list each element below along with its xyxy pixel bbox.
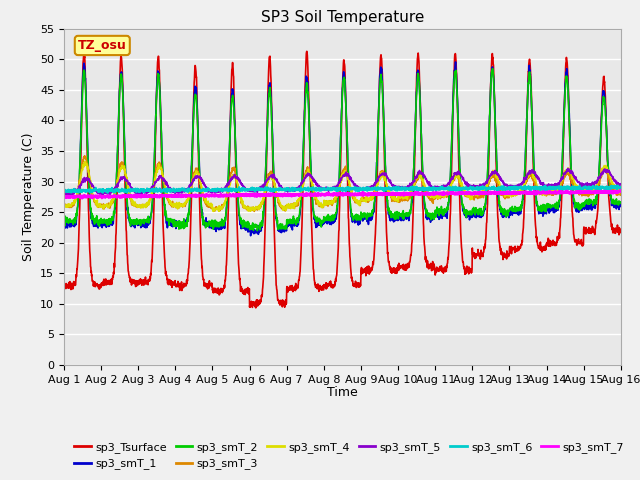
sp3_smT_6 bbox=[358, 186, 366, 192]
sp3_smT_2 bbox=[60, 219, 68, 225]
sp3_smT_1 bbox=[247, 233, 255, 239]
sp3_smT_5 bbox=[358, 186, 366, 192]
sp3_smT_5 bbox=[61, 192, 68, 198]
Title: SP3 Soil Temperature: SP3 Soil Temperature bbox=[260, 10, 424, 25]
sp3_smT_5 bbox=[564, 166, 572, 171]
sp3_smT_6 bbox=[504, 185, 512, 191]
sp3_smT_2 bbox=[253, 228, 261, 234]
sp3_smT_2 bbox=[358, 211, 366, 217]
sp3_smT_1 bbox=[584, 204, 591, 209]
sp3_Tsurface bbox=[568, 198, 575, 204]
sp3_smT_5 bbox=[584, 180, 591, 186]
sp3_Tsurface bbox=[303, 48, 310, 54]
sp3_smT_2 bbox=[489, 66, 497, 72]
sp3_smT_2 bbox=[215, 220, 223, 226]
sp3_smT_5 bbox=[216, 188, 223, 194]
sp3_smT_3 bbox=[216, 205, 223, 211]
sp3_smT_5 bbox=[504, 184, 512, 190]
sp3_smT_4 bbox=[371, 190, 379, 195]
sp3_smT_6 bbox=[104, 190, 111, 196]
sp3_smT_6 bbox=[617, 184, 625, 190]
sp3_smT_3 bbox=[371, 187, 379, 193]
sp3_smT_4 bbox=[504, 192, 512, 197]
sp3_smT_1 bbox=[617, 201, 625, 207]
sp3_smT_7 bbox=[617, 189, 625, 194]
sp3_smT_3 bbox=[81, 153, 88, 158]
sp3_smT_3 bbox=[617, 192, 625, 198]
sp3_Tsurface bbox=[584, 227, 591, 233]
sp3_smT_1 bbox=[358, 215, 366, 220]
sp3_smT_6 bbox=[568, 187, 575, 192]
sp3_smT_4 bbox=[584, 187, 591, 193]
sp3_smT_7 bbox=[216, 192, 223, 198]
sp3_smT_7 bbox=[60, 194, 68, 200]
sp3_smT_1 bbox=[215, 225, 223, 230]
Line: sp3_smT_1: sp3_smT_1 bbox=[64, 62, 621, 236]
sp3_smT_7 bbox=[568, 190, 575, 195]
sp3_smT_2 bbox=[617, 200, 625, 206]
X-axis label: Time: Time bbox=[327, 386, 358, 399]
sp3_smT_1 bbox=[452, 59, 460, 65]
sp3_smT_3 bbox=[60, 202, 68, 208]
sp3_smT_2 bbox=[371, 198, 378, 204]
sp3_smT_7 bbox=[78, 195, 86, 201]
sp3_smT_5 bbox=[60, 191, 68, 196]
Line: sp3_smT_6: sp3_smT_6 bbox=[64, 186, 621, 193]
Legend: sp3_Tsurface, sp3_smT_1, sp3_smT_2, sp3_smT_3, sp3_smT_4, sp3_smT_5, sp3_smT_6, : sp3_Tsurface, sp3_smT_1, sp3_smT_2, sp3_… bbox=[70, 438, 628, 474]
sp3_smT_2 bbox=[568, 176, 575, 181]
sp3_smT_2 bbox=[584, 200, 591, 205]
sp3_Tsurface bbox=[371, 241, 379, 247]
sp3_smT_6 bbox=[60, 188, 68, 194]
sp3_smT_3 bbox=[584, 192, 591, 197]
Line: sp3_smT_7: sp3_smT_7 bbox=[64, 190, 621, 198]
sp3_smT_3 bbox=[568, 178, 575, 183]
sp3_smT_5 bbox=[568, 170, 575, 176]
sp3_Tsurface bbox=[617, 229, 625, 235]
sp3_smT_7 bbox=[583, 190, 591, 195]
sp3_smT_4 bbox=[359, 197, 367, 203]
sp3_smT_4 bbox=[81, 158, 89, 164]
sp3_smT_5 bbox=[617, 181, 625, 187]
Line: sp3_smT_4: sp3_smT_4 bbox=[64, 161, 621, 211]
sp3_smT_1 bbox=[371, 199, 378, 204]
sp3_smT_1 bbox=[568, 181, 575, 187]
sp3_Tsurface bbox=[359, 270, 367, 276]
sp3_smT_5 bbox=[371, 180, 378, 186]
sp3_Tsurface bbox=[60, 279, 68, 285]
Line: sp3_Tsurface: sp3_Tsurface bbox=[64, 51, 621, 308]
sp3_smT_4 bbox=[209, 208, 217, 214]
sp3_smT_4 bbox=[568, 173, 575, 179]
sp3_smT_7 bbox=[371, 192, 378, 197]
sp3_smT_7 bbox=[616, 187, 624, 193]
Line: sp3_smT_3: sp3_smT_3 bbox=[64, 156, 621, 211]
sp3_smT_7 bbox=[358, 192, 366, 197]
sp3_Tsurface bbox=[504, 251, 512, 257]
sp3_smT_3 bbox=[504, 192, 512, 198]
sp3_smT_6 bbox=[216, 188, 223, 193]
Y-axis label: Soil Temperature (C): Soil Temperature (C) bbox=[22, 132, 35, 261]
sp3_smT_2 bbox=[504, 209, 512, 215]
sp3_smT_3 bbox=[250, 208, 258, 214]
Text: TZ_osu: TZ_osu bbox=[78, 39, 127, 52]
sp3_Tsurface bbox=[215, 292, 223, 298]
sp3_smT_3 bbox=[359, 194, 367, 200]
Line: sp3_smT_5: sp3_smT_5 bbox=[64, 168, 621, 195]
sp3_smT_1 bbox=[504, 211, 512, 217]
sp3_smT_4 bbox=[60, 204, 68, 209]
sp3_smT_6 bbox=[371, 186, 378, 192]
sp3_smT_1 bbox=[60, 219, 68, 225]
sp3_smT_6 bbox=[583, 185, 591, 191]
sp3_Tsurface bbox=[252, 305, 260, 311]
sp3_smT_4 bbox=[216, 204, 223, 210]
Line: sp3_smT_2: sp3_smT_2 bbox=[64, 69, 621, 231]
sp3_smT_4 bbox=[617, 188, 625, 194]
sp3_smT_6 bbox=[612, 183, 620, 189]
sp3_smT_7 bbox=[504, 190, 512, 195]
